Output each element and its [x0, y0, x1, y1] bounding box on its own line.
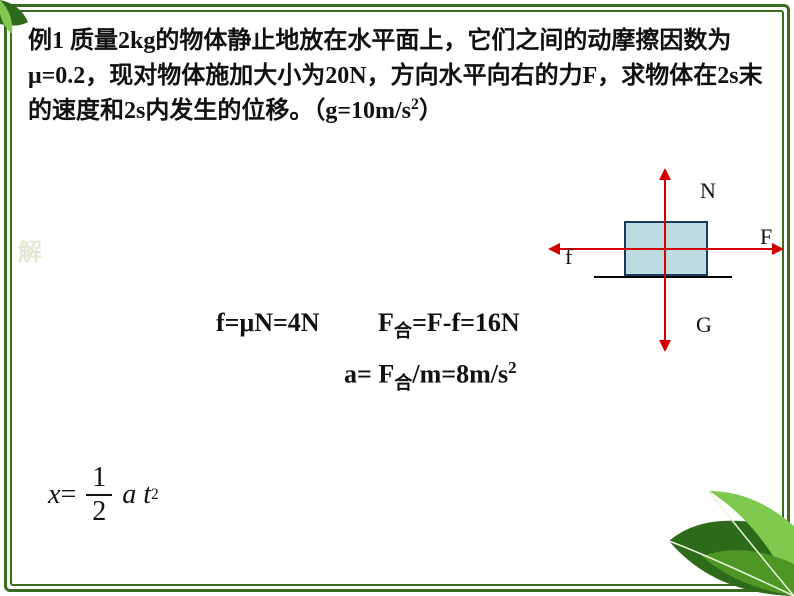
fraction: 1 2	[86, 464, 112, 526]
text: 内发生的位移。（	[145, 98, 325, 124]
text: ，方向水平向右的力	[367, 63, 583, 89]
label-gravity: G	[696, 312, 712, 338]
solution-hint: 解	[18, 232, 42, 267]
time-value: 2s	[717, 63, 738, 89]
arrow-left	[548, 243, 560, 255]
equation-friction: f=μN=4N	[216, 308, 320, 338]
f-symbol: F	[583, 63, 598, 89]
eq2-right: =F-f=16N	[412, 308, 520, 337]
text: ，现对物体施加大小为	[85, 63, 325, 89]
var-x: x	[48, 479, 60, 511]
arrow-down	[659, 340, 671, 352]
at-term: a t	[122, 479, 151, 511]
equation-acceleration: a= F合/m=8m/s2	[344, 358, 517, 395]
t-exponent: 2	[151, 486, 159, 504]
label-applied-force: F	[760, 224, 772, 250]
time2-value: 2s	[124, 98, 145, 124]
label-friction: f	[565, 244, 572, 270]
numerator: 1	[86, 464, 112, 496]
equals: =	[60, 479, 76, 511]
force-value: 20N	[325, 63, 366, 89]
text: 的物体静止地放在水平面上，它们之间的动摩擦因数为	[155, 28, 731, 54]
eq2-left: F	[378, 308, 394, 337]
text: ）	[419, 98, 443, 124]
ground-line	[594, 276, 732, 278]
eq3-left: a= F	[344, 360, 394, 389]
horizontal-axis	[558, 248, 774, 250]
eq3-subscript: 合	[394, 373, 412, 393]
mass-value: 2kg	[118, 28, 155, 54]
eq3-exponent: 2	[508, 358, 516, 377]
text: 例1 质量	[28, 28, 118, 54]
eq3-right: /m=8m/s	[412, 360, 508, 389]
problem-statement: 例1 质量2kg的物体静止地放在水平面上，它们之间的动摩擦因数为 μ=0.2，现对…	[28, 24, 766, 128]
arrow-right	[772, 243, 784, 255]
g-value: g=10m/s	[325, 98, 411, 124]
mu-value: μ=0.2	[28, 63, 85, 89]
g-exponent: 2	[411, 96, 419, 113]
text: ，求物体在	[597, 63, 717, 89]
arrow-up	[659, 168, 671, 180]
eq2-subscript: 合	[394, 321, 412, 341]
label-normal-force: N	[700, 178, 716, 204]
free-body-diagram: N F f G	[566, 180, 766, 350]
vertical-axis	[664, 176, 666, 342]
displacement-formula: x = 1 2 a t2	[48, 464, 159, 526]
denominator: 2	[92, 496, 106, 526]
equation-net-force: F合=F-f=16N	[378, 308, 520, 343]
